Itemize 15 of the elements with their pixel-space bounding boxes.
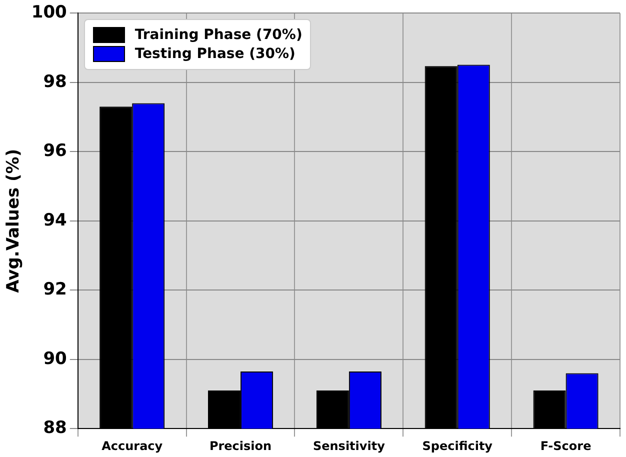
legend-label: Training Phase (70%) <box>134 27 302 44</box>
y-tick-label: 96 <box>43 141 67 162</box>
y-tick-label: 98 <box>43 72 67 92</box>
y-tick-label: 94 <box>43 210 68 230</box>
x-tick-label: Accuracy <box>102 438 163 453</box>
y-tick-label: 92 <box>43 280 67 300</box>
x-tick-label: Sensitivity <box>312 438 386 453</box>
y-tick-label: 100 <box>31 2 68 23</box>
x-tick-label: Precision <box>209 438 272 453</box>
legend-label: Testing Phase (30%) <box>134 46 296 62</box>
y-axis-title: Avg.Values (%) <box>4 148 24 293</box>
x-tick-label: Specificity <box>422 438 493 453</box>
y-tick-label: 88 <box>43 418 67 438</box>
x-tick-label: F-Score <box>540 438 592 453</box>
y-tick-label: 90 <box>43 348 68 369</box>
